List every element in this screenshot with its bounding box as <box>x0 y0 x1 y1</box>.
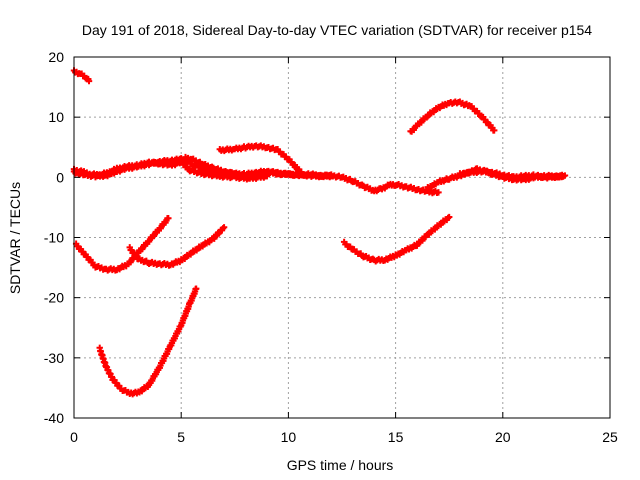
x-axis-label: GPS time / hours <box>287 457 394 473</box>
x-tick-label: 5 <box>177 429 185 445</box>
series-track-f <box>407 98 498 135</box>
series-track-h <box>126 224 228 269</box>
series-track-a <box>70 67 93 85</box>
y-tick-label: -40 <box>44 410 64 426</box>
chart-title: Day 191 of 2018, Sidereal Day-to-day VTE… <box>82 22 592 38</box>
data-point <box>298 169 305 176</box>
x-tick-label: 20 <box>495 429 511 445</box>
series-track-k <box>70 158 271 183</box>
plot-area <box>70 67 569 398</box>
series-track-j <box>340 213 453 265</box>
data-point <box>263 172 271 180</box>
series-track-d <box>216 142 305 176</box>
x-tick-label: 0 <box>70 429 78 445</box>
data-point <box>193 285 200 292</box>
data-point <box>219 225 227 232</box>
y-axis-label: SDTVAR / TECUs <box>7 182 23 294</box>
data-point <box>220 224 228 231</box>
series-track-l <box>456 167 569 182</box>
x-tick-label: 25 <box>602 429 618 445</box>
data-point <box>561 172 569 179</box>
data-point <box>435 189 442 196</box>
y-tick-label: -30 <box>44 350 64 366</box>
data-point <box>85 77 93 85</box>
x-tick-label: 10 <box>281 429 297 445</box>
y-tick-label: 20 <box>48 49 64 65</box>
axis-ticks: 0 5 10 15 20 25 -40 -30 -20 -10 0 10 20 <box>44 49 618 445</box>
series-track-g <box>72 215 172 274</box>
y-tick-label: 0 <box>56 169 64 185</box>
y-tick-label: -20 <box>44 290 64 306</box>
series-track-i <box>96 285 200 398</box>
x-tick-label: 15 <box>388 429 404 445</box>
data-point <box>328 172 335 180</box>
y-tick-label: -10 <box>44 230 64 246</box>
y-tick-label: 10 <box>48 109 64 125</box>
data-point <box>446 213 453 221</box>
data-point <box>165 215 172 222</box>
data-point <box>491 127 498 134</box>
